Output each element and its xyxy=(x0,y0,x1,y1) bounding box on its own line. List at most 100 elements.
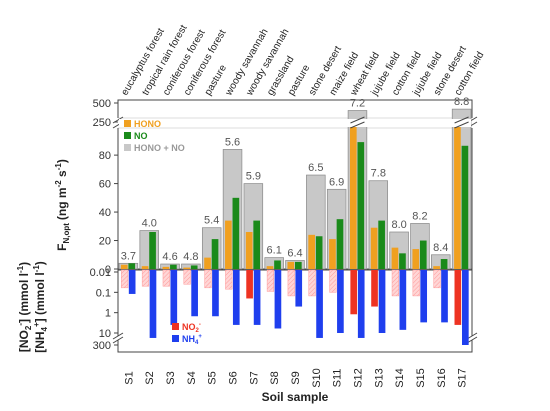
bar-no2-S2 xyxy=(141,269,150,287)
bar-nh4-S7 xyxy=(253,270,261,325)
lower-legend: NO2- NH4+ xyxy=(172,322,202,346)
lower-y-tick-label: 0.1 xyxy=(96,287,111,299)
bar-no2-S3 xyxy=(162,269,170,287)
lower-y-tick-label: 300 xyxy=(93,340,111,352)
bar-no2-S1 xyxy=(121,269,129,289)
lower-axis-break-gap xyxy=(115,336,121,340)
legend-label-no: NO xyxy=(134,131,148,141)
bar-no-S11 xyxy=(336,219,344,269)
legend-swatch-nh4 xyxy=(172,335,179,342)
bar-hono-S14 xyxy=(391,247,399,269)
value-label-S9: 6.4 xyxy=(287,247,302,259)
bar-no-S3 xyxy=(170,264,177,269)
bar-no-S17 xyxy=(461,145,469,269)
bar-no2-S12 xyxy=(350,270,358,315)
upper-y-axis-title: FN,opt(ng m-2 s-1) xyxy=(54,159,71,251)
legend-swatch-total xyxy=(124,144,131,151)
bar-break-mark xyxy=(350,116,365,124)
bar-no2-S13 xyxy=(371,270,378,307)
bar-nh4-S17 xyxy=(462,270,469,345)
x-tick-label-S9: S9 xyxy=(290,371,302,384)
bar-nh4-S2 xyxy=(149,270,157,338)
bar-hono-S8 xyxy=(266,266,274,269)
bar-hono-S10 xyxy=(308,234,315,269)
x-tick-label-S6: S6 xyxy=(228,371,240,384)
value-label-S17: 8.8 xyxy=(454,96,469,108)
x-tick-label-S10: S10 xyxy=(311,368,323,388)
bar-no-S9 xyxy=(295,261,302,269)
bar-no2-S5 xyxy=(204,269,212,289)
bar-total-S8 xyxy=(264,257,284,270)
x-tick-label-S13: S13 xyxy=(373,368,385,388)
upper-y-tick-label: 500 xyxy=(93,98,111,110)
bar-hono-S13 xyxy=(370,227,378,269)
bar-nh4-S4 xyxy=(191,270,198,317)
bar-no-S8 xyxy=(274,260,281,269)
bar-nh4-S9 xyxy=(295,270,303,307)
value-labels: 3.7 4.0 4.6 4.8 5.4 5.6 5.9 6.1 6.4 6.5 6.9 7.2 7.8 8… xyxy=(121,96,469,263)
bar-nh4-S12 xyxy=(357,270,365,338)
bar-no2-S7 xyxy=(246,270,253,299)
upper-y-tick-label: 0 xyxy=(105,264,111,276)
upper-legend: HONO NO HONO + NO xyxy=(124,119,185,153)
lower-y-tick-label: 10 xyxy=(99,328,111,340)
bar-no-S1 xyxy=(128,263,136,269)
bar-hono-S4 xyxy=(183,267,191,269)
legend-label-nh4: NH4+ xyxy=(182,334,202,346)
bar-hono-S2 xyxy=(141,266,149,269)
bar-no-S6 xyxy=(232,197,240,269)
upper-y-tick-label: 60 xyxy=(99,179,111,191)
lower-y-tick-label: 1 xyxy=(105,308,111,320)
bar-hono-S16 xyxy=(433,266,440,269)
value-label-S2: 4.0 xyxy=(142,218,157,230)
bar-no-S16 xyxy=(440,259,448,269)
bar-nh4-S8 xyxy=(274,270,282,329)
bar-no-S7 xyxy=(253,220,261,269)
x-tick-label-S17: S17 xyxy=(457,368,469,388)
bar-no-S4 xyxy=(190,265,198,269)
legend-label-hono: HONO xyxy=(134,119,161,129)
upper-y-tick-label: 20 xyxy=(99,236,111,248)
bar-hono-S7 xyxy=(245,231,253,269)
x-tick-label-S5: S5 xyxy=(207,371,219,384)
x-tick-label-S12: S12 xyxy=(352,368,364,388)
value-label-S15: 8.2 xyxy=(412,210,427,222)
x-tick-labels: S1 S2 S3 S4 S5 S6 S7 S8 S9 S10 S11 S12 S13 S14 S15 S16 S… xyxy=(123,368,468,388)
value-label-S16: 8.4 xyxy=(433,242,448,254)
x-tick-label-S11: S11 xyxy=(332,369,344,388)
upper-bars xyxy=(118,108,472,270)
lower-y-axis-title-nh4: [NH4+] (mmol l-1) xyxy=(32,261,49,353)
upper-y-tick-label: 80 xyxy=(99,150,111,162)
bar-break-mark xyxy=(454,121,469,129)
upper-y-tick-label: 250 xyxy=(93,117,111,129)
value-label-S5: 5.4 xyxy=(204,215,219,227)
bar-no2-S4 xyxy=(183,269,191,285)
bar-no2-S11 xyxy=(329,269,337,293)
x-tick-label-S4: S4 xyxy=(186,371,198,384)
lower-y-tick-label: 0.01 xyxy=(90,267,111,279)
bar-no-S12 xyxy=(357,142,365,269)
bar-no2-S17 xyxy=(454,270,462,325)
lower-y-axis-title-no2: [NO2-] (mmol l-1) xyxy=(16,262,33,352)
x-tick-label-S8: S8 xyxy=(269,371,281,384)
value-label-S12: 7.2 xyxy=(350,98,365,110)
bar-nh4-S6 xyxy=(232,270,240,325)
upper-bar-break-gap xyxy=(119,119,471,127)
bar-hono-S12 xyxy=(349,122,357,269)
bar-no2-S8 xyxy=(266,269,275,292)
legend-swatch-no2 xyxy=(172,323,179,330)
x-tick-label-S14: S14 xyxy=(394,368,406,388)
bar-no2-S14 xyxy=(391,269,399,297)
x-tick-label-S16: S16 xyxy=(436,368,448,388)
bar-nh4-S14 xyxy=(399,270,407,330)
bar-nh4-S3 xyxy=(170,270,178,325)
bar-break-mark xyxy=(454,116,469,124)
lower-axis-break-mark xyxy=(112,336,124,344)
legend-label-no2: NO2- xyxy=(182,322,201,334)
bar-hono-S3 xyxy=(162,266,170,269)
value-label-S7: 5.9 xyxy=(246,171,261,183)
bar-no2-S6 xyxy=(225,269,233,290)
lower-plot-frame xyxy=(117,269,473,353)
